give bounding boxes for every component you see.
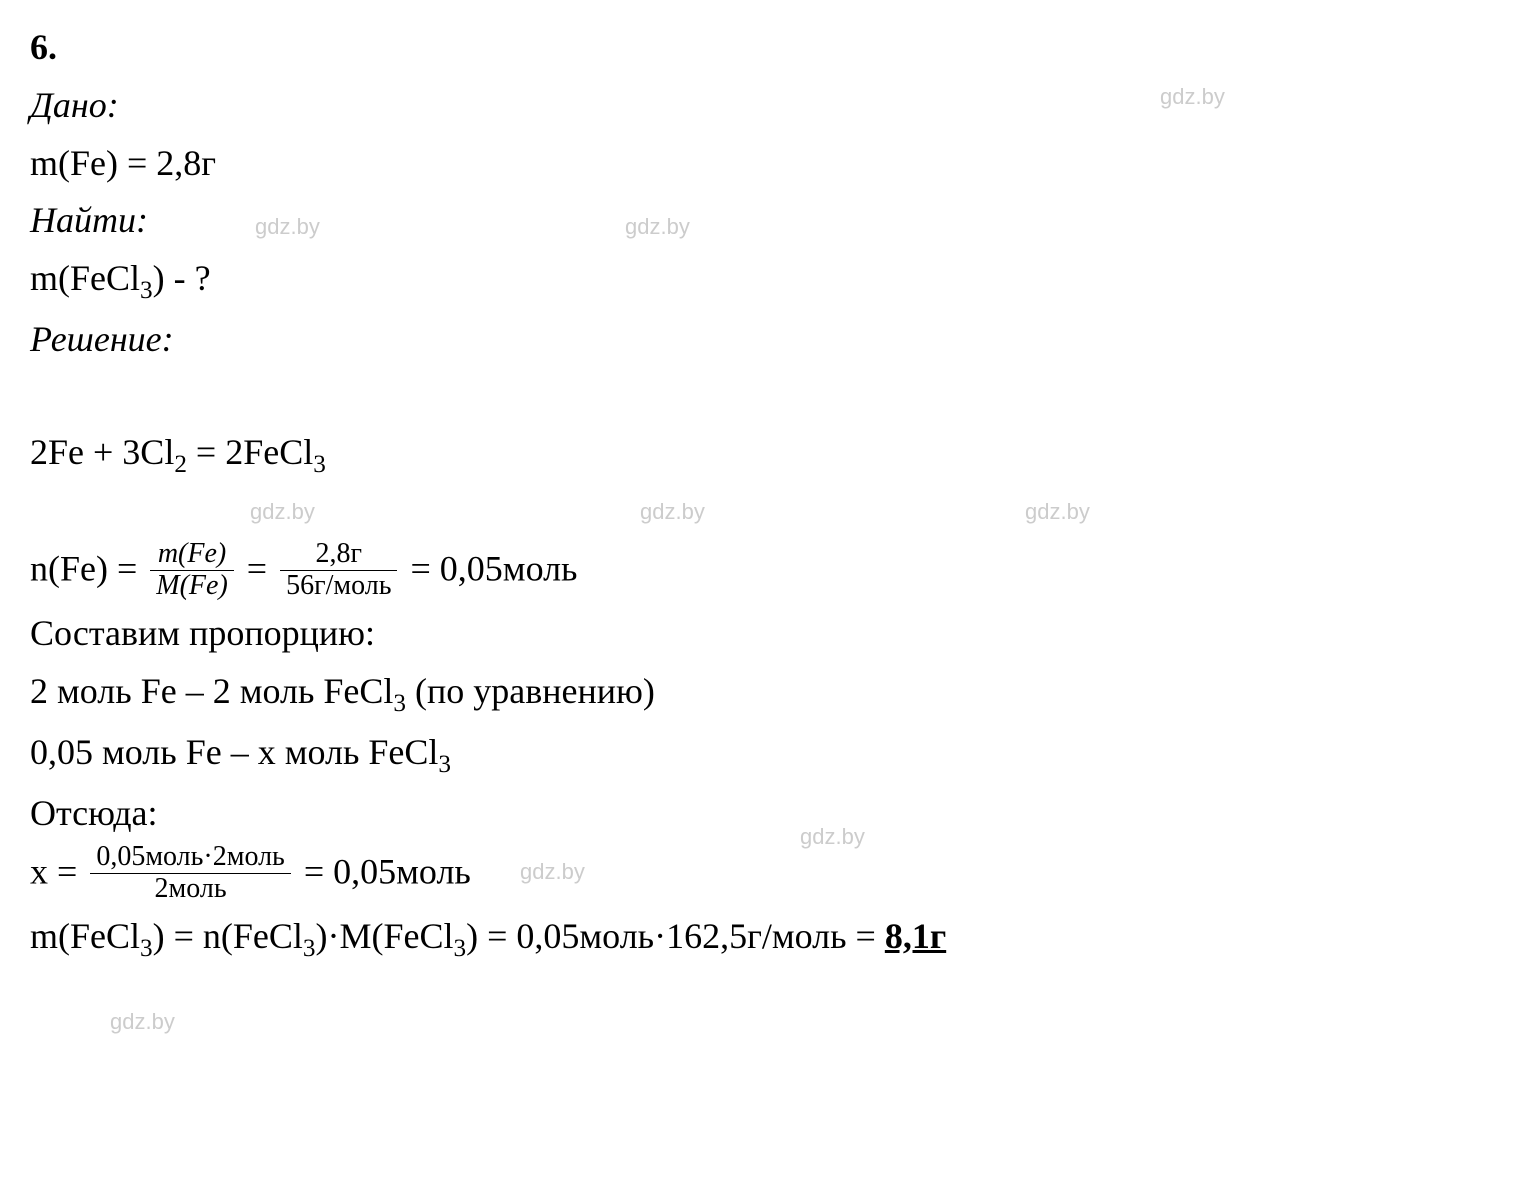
find-text-after: ) - ? xyxy=(153,258,211,298)
n-fe-frac2-num: 2,8г xyxy=(280,539,397,571)
n-fe-eq2: = xyxy=(410,549,439,589)
n-fe-frac2: 2,8г 56г/моль xyxy=(280,539,397,602)
problem-number: 6. xyxy=(30,20,1490,76)
solution-label: Решение: xyxy=(30,312,1490,368)
find-line-1: m(FeCl3) - ? xyxy=(30,251,1490,310)
eq-part1: 2Fe + 3Cl xyxy=(30,432,174,472)
equation-line: 2Fe + 3Cl2 = 2FeCl3 xyxy=(30,425,1490,484)
prop2-a: 0,05 моль Fe – x моль FeCl xyxy=(30,732,438,772)
n-fe-frac1-num: m(Fe) xyxy=(150,539,234,571)
hence-label: Отсюда: xyxy=(30,786,1490,842)
eq-sub1: 2 xyxy=(174,451,187,478)
prop2-sub: 3 xyxy=(438,751,451,778)
mass-part4: ) = 0,05моль·162,5г/моль = xyxy=(466,916,885,956)
x-line: x = 0,05моль·2моль 2моль = 0,05моль xyxy=(30,844,1490,907)
given-value: 2,8г xyxy=(156,143,216,183)
mass-result: 8,1г xyxy=(885,916,946,956)
x-eq: = xyxy=(304,852,333,892)
mass-part3: )·M(FeCl xyxy=(316,916,454,956)
prop-label: Составим пропорцию: xyxy=(30,606,1490,662)
x-result: 0,05моль xyxy=(333,852,471,892)
prop-line-2: 0,05 моль Fe – x моль FeCl3 xyxy=(30,725,1490,784)
mass-line: m(FeCl3) = n(FeCl3)·M(FeCl3) = 0,05моль·… xyxy=(30,909,1490,968)
given-label: Дано: xyxy=(30,78,1490,134)
mass-part2: ) = n(FeCl xyxy=(153,916,303,956)
mass-sub2: 3 xyxy=(303,935,316,962)
find-text-before: m(FeCl xyxy=(30,258,140,298)
mass-sub1: 3 xyxy=(140,935,153,962)
spacer-1 xyxy=(30,370,1490,425)
prop1-sub: 3 xyxy=(393,690,406,717)
n-fe-line: n(Fe) = m(Fe) M(Fe) = 2,8г 56г/моль = 0,… xyxy=(30,541,1490,604)
find-label: Найти: xyxy=(30,193,1490,249)
spacer-2 xyxy=(30,486,1490,541)
prop-line-1: 2 моль Fe – 2 моль FeCl3 (по уравнению) xyxy=(30,664,1490,723)
x-frac: 0,05моль·2моль 2моль xyxy=(90,842,291,905)
x-frac-num: 0,05моль·2моль xyxy=(90,842,291,874)
watermark-text: gdz.by xyxy=(110,1005,175,1039)
x-prefix: x = xyxy=(30,852,86,892)
mass-sub3: 3 xyxy=(454,935,467,962)
find-sub: 3 xyxy=(140,277,153,304)
eq-sub2: 3 xyxy=(313,451,326,478)
x-frac-den: 2моль xyxy=(90,874,291,905)
n-fe-prefix: n(Fe) = xyxy=(30,549,146,589)
n-fe-frac1: m(Fe) M(Fe) xyxy=(150,539,234,602)
n-fe-frac1-den: M(Fe) xyxy=(150,571,234,602)
mass-prefix: m(FeCl xyxy=(30,916,140,956)
given-text: m(Fe) = xyxy=(30,143,156,183)
eq-part2: = 2FeCl xyxy=(187,432,313,472)
n-fe-result: 0,05моль xyxy=(440,549,578,589)
n-fe-frac2-den: 56г/моль xyxy=(280,571,397,602)
prop1-a: 2 моль Fe – 2 моль FeCl xyxy=(30,671,393,711)
given-line-1: m(Fe) = 2,8г xyxy=(30,136,1490,192)
n-fe-eq1: = xyxy=(247,549,276,589)
prop1-b: (по уравнению) xyxy=(406,671,655,711)
